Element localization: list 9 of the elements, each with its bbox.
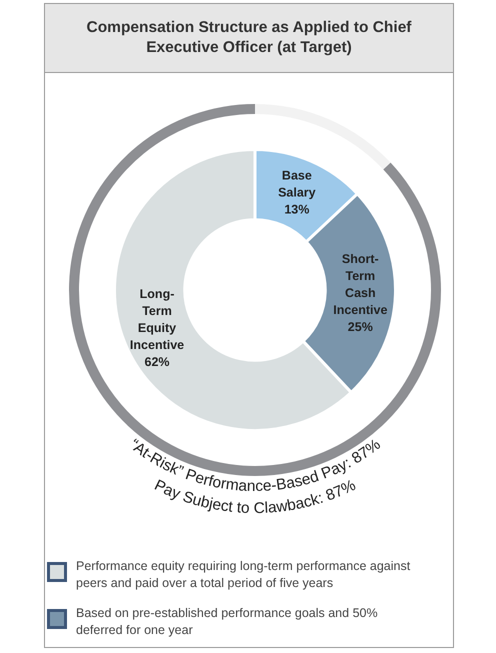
text: Performance equity requiring long-term performance against peers and paid over a total period of five years <box>76 558 412 592</box>
data-label: 25% <box>348 320 373 334</box>
data-label: 62% <box>144 355 170 370</box>
slice-label: Base Salary <box>278 168 316 200</box>
text: Based on pre-established performance goals and 50% deferred for one year <box>76 605 379 639</box>
data-label: 13% <box>284 202 310 217</box>
slice-label: Short-Term Cash Incentive <box>333 252 388 317</box>
chart-title: Compensation Structure as Applied to Chief Executive Officer (at Target) <box>44 3 454 73</box>
slice-label: Long-Term Equity Incentive <box>130 287 184 352</box>
